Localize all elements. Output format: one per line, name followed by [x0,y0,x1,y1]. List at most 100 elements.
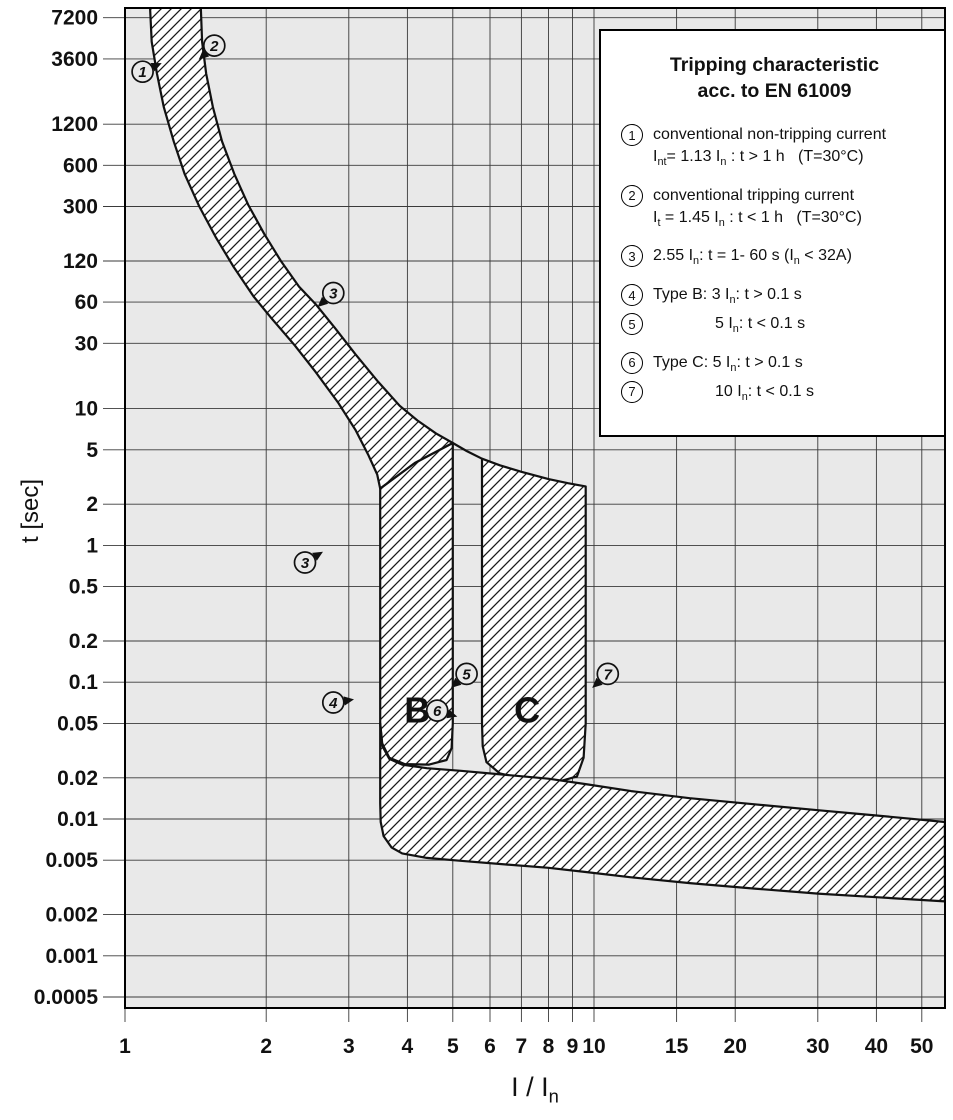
marker-circle [131,60,154,84]
svg-text:4: 4 [402,1035,414,1058]
instantaneous-band [379,722,945,903]
marker-6: 6 [425,699,458,722]
svg-text:300: 300 [63,196,98,219]
legend-item-text: conventional tripping current It = 1.45 I… [653,186,862,229]
legend-item: 6 Type C: 5 In: t > 0.1 s [621,351,928,376]
legend-item-number: 3 [621,245,643,268]
x-tick-labels: 1 2 3 4 5 6 7 8 9 10 15 20 30 40 50 [119,1035,933,1058]
svg-text:20: 20 [724,1035,747,1058]
marker-number: 7 [604,666,613,683]
marker-circle [202,34,226,57]
marker-arrow-icon [592,677,603,688]
legend-group: 3 2.55 In: t = 1- 60 s (In < 32A) [621,245,928,269]
tripping-bands [148,8,945,903]
legend-title-line1: Tripping characteristic [669,54,880,76]
marker-3: 3 [317,281,345,307]
band-label-C: C [514,690,540,731]
marker-arrow-icon [312,551,323,561]
marker-circle [321,281,345,305]
legend-item: 7 10 In: t < 0.1 s [621,380,928,405]
svg-text:40: 40 [865,1035,888,1058]
legend-group: 6 Type C: 5 In: t > 0.1 s 7 10 In: t < 0.1 … [621,351,928,405]
legend-item: 1 conventional non-tripping current Int= 1… [621,124,928,169]
legend-group: 2 conventional tripping current It = 1.45 … [621,184,928,230]
svg-text:600: 600 [63,154,98,177]
marker-5: 5 [451,662,478,688]
svg-text:0.0005: 0.0005 [34,986,99,1009]
legend-item-number: 1 [621,124,643,147]
marker-number: 5 [462,666,471,683]
legend-group: 1 conventional non-tripping current Int= 1… [621,124,928,169]
svg-text:5: 5 [447,1035,459,1058]
marker-circle [455,662,478,686]
svg-text:0.5: 0.5 [69,576,99,599]
band-label-B: B [404,690,430,731]
svg-text:0.002: 0.002 [45,904,98,927]
marker-3: 3 [293,551,323,574]
legend-title-line2: acc. to EN 61009 [697,79,852,102]
svg-text:2: 2 [260,1035,272,1058]
marker-circle [293,551,317,574]
y-tick-labels: 7200 3600 1200 600 300 120 60 30 10 5 2 1 0.5 0.2 0.1 0… [34,7,99,1009]
svg-text:6: 6 [484,1035,496,1058]
legend-title: Tripping characteristic acc. to EN 61009 [621,53,928,104]
svg-text:15: 15 [665,1035,689,1058]
x-axis-title: I / In [455,1072,615,1107]
marker-7: 7 [592,662,620,688]
svg-text:7200: 7200 [51,7,98,30]
svg-text:0.005: 0.005 [45,849,98,872]
marker-circle [596,662,620,686]
marker-number: 3 [329,286,338,303]
legend-item: 2 conventional tripping current It = 1.45 … [621,184,928,230]
marker-number: 3 [301,555,310,572]
svg-text:0.2: 0.2 [69,630,98,653]
legend-item-number: 6 [621,351,643,374]
svg-text:0.01: 0.01 [57,808,98,831]
svg-text:1: 1 [119,1035,131,1058]
legend-item: 3 2.55 In: t = 1- 60 s (In < 32A) [621,245,928,269]
svg-text:2: 2 [86,493,98,516]
legend-item-text: Type B: 3 In: t > 0.1 s [653,286,802,307]
legend-item-text: Type C: 5 In: t > 0.1 s [653,353,803,375]
svg-text:1200: 1200 [51,113,98,136]
legend-item-text: 2.55 In: t = 1- 60 s (In < 32A) [653,247,852,268]
legend-item-number: 5 [621,313,643,336]
svg-text:0.05: 0.05 [57,712,98,735]
marker-number: 6 [433,703,442,720]
svg-text:30: 30 [806,1035,829,1058]
svg-text:7: 7 [516,1035,528,1058]
legend-box: Tripping characteristic acc. to EN 61009… [599,29,946,437]
marker-arrow-icon [198,49,210,60]
legend-item-text: conventional non-tripping current Int= 1.… [653,126,887,169]
marker-arrow-icon [451,677,462,688]
svg-text:5: 5 [86,439,98,462]
legend-items: 1 conventional non-tripping current Int= 1… [621,124,928,404]
svg-text:3: 3 [343,1035,355,1058]
chart-markers: 1 2 3 3 4 5 6 7 [131,34,620,722]
svg-text:8: 8 [543,1035,555,1058]
legend-item-text: 5 In: t < 0.1 s [715,315,806,336]
svg-text:1: 1 [86,534,98,557]
marker-circle [321,691,345,714]
svg-text:50: 50 [910,1035,933,1058]
legend-item: 5 5 In: t < 0.1 s [621,313,928,337]
legend-item-text: 10 In: t < 0.1 s [715,382,815,403]
svg-text:0.1: 0.1 [69,671,99,694]
svg-text:60: 60 [75,291,98,314]
marker-1: 1 [131,60,162,84]
svg-text:120: 120 [63,250,98,273]
marker-arrow-icon [343,696,354,706]
marker-4: 4 [321,691,354,714]
marker-arrow-icon [150,63,162,72]
marker-arrow-icon [446,709,458,719]
svg-text:30: 30 [75,332,98,355]
legend-item: 4 Type B: 3 In: t > 0.1 s [621,284,928,308]
marker-arrow-icon [317,296,329,307]
legend-item-number: 7 [621,380,643,403]
svg-text:0.001: 0.001 [45,945,98,968]
svg-text:0.02: 0.02 [57,767,98,790]
plot-frame [124,7,946,1009]
marker-number: 1 [138,64,146,81]
svg-text:9: 9 [567,1035,579,1058]
